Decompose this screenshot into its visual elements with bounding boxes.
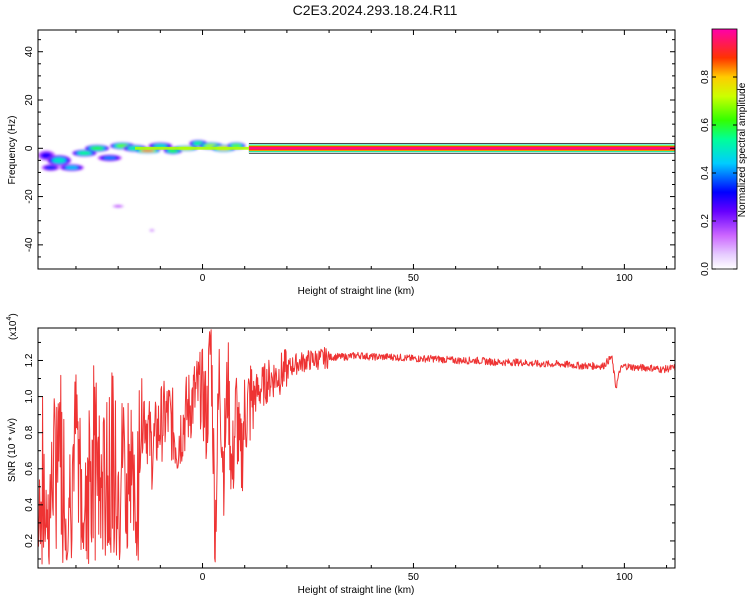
spectrogram-y-axis-label: Frequency (Hz) [7, 116, 18, 185]
spectrogram-blob [150, 229, 154, 232]
colorbar-tick-label: 0.2 [700, 214, 711, 228]
snr-panel: 0 50 100 0.2 0.4 0.6 0.8 1.0 1.2 Height of strai… [6, 313, 676, 596]
snr-y-tick-label: 0.2 [24, 534, 35, 548]
snr-y-tick-label: 0.4 [24, 497, 35, 511]
spectrogram-blob [231, 144, 241, 148]
spectrogram-blob [90, 146, 104, 151]
snr-x-tick-label: 100 [616, 572, 633, 583]
spectrogram-x-tick-label: 100 [616, 273, 633, 284]
snr-ticks: 0 50 100 0.2 0.4 0.6 0.8 1.0 1.2 [24, 328, 675, 583]
spectrogram-blob [41, 152, 52, 159]
spectrogram-ticks: 0 50 100 -40 -20 0 20 40 [24, 30, 675, 284]
snr-y-tick-label: 1.0 [24, 389, 35, 403]
snr-y-tick-label: 0.6 [24, 461, 35, 475]
snr-series-line [38, 329, 675, 565]
snr-plot-area [38, 328, 675, 568]
snr-frame [37, 327, 676, 569]
spectrogram-y-tick-label: 0 [24, 145, 35, 151]
spectrogram-y-tick-label: -20 [24, 189, 35, 204]
snr-x-axis-label: Height of straight line (km) [298, 585, 415, 596]
snr-exponent-label: (x104) [6, 313, 19, 340]
svg-text:(x104): (x104) [6, 313, 19, 340]
spectrogram-blob [103, 156, 116, 160]
spectrogram-panel: 0 50 100 -40 -20 0 20 40 Height of straight lin… [7, 29, 676, 297]
snr-content [38, 329, 675, 565]
spectrogram-blob [78, 151, 91, 155]
colorbar-label: Normalized spectral amplitude [737, 82, 748, 217]
spectrogram-y-tick-label: 20 [24, 94, 35, 106]
spectrogram-content [38, 139, 675, 233]
chart-title: C2E3.2024.293.18.24.R11 [292, 2, 458, 18]
spectrogram-band [135, 142, 675, 154]
spectrogram-blob [65, 165, 78, 170]
colorbar-tick-label: 0.4 [700, 166, 711, 180]
colorbar-tick-label: 0.6 [700, 118, 711, 132]
colorbar-tick-label: 0.0 [700, 262, 711, 276]
spectrogram-blob [115, 205, 122, 208]
spectrogram-y-tick-label: 40 [24, 46, 35, 58]
colorbar: 0.0 0.2 0.4 0.6 0.8 Normalized spectral ampl… [700, 28, 748, 276]
colorbar-tick-label: 0.8 [700, 70, 711, 84]
snr-y-tick-label: 1.2 [24, 353, 35, 367]
snr-x-tick-label: 50 [408, 572, 420, 583]
colorbar-ticks: 0.0 0.2 0.4 0.6 0.8 [700, 70, 737, 276]
snr-exponent-power: 4 [6, 317, 13, 321]
spectrogram-blob [52, 157, 66, 164]
spectrogram-blob [141, 149, 154, 153]
snr-exponent-base: (x10 [8, 320, 19, 340]
spectrogram-frame [37, 29, 676, 270]
colorbar-gradient [711, 28, 738, 270]
spectrogram-blob [46, 165, 56, 170]
snr-y-axis-label: SNR (10 * v/v) [7, 418, 18, 482]
spectrogram-x-tick-label: 50 [408, 273, 420, 284]
spectrogram-band-layer [248, 147, 675, 150]
spectrogram-x-tick-label: 0 [200, 273, 206, 284]
snr-y-tick-label: 0.8 [24, 425, 35, 439]
spectrogram-blob [168, 148, 178, 153]
spectrogram-blob [154, 144, 167, 148]
spectrogram-x-axis-label: Height of straight line (km) [298, 286, 415, 297]
snr-exponent-close: ) [8, 313, 19, 316]
snr-x-tick-label: 0 [200, 572, 206, 583]
spectrogram-band-lead [135, 146, 249, 150]
spectrogram-y-tick-label: -40 [24, 237, 35, 252]
